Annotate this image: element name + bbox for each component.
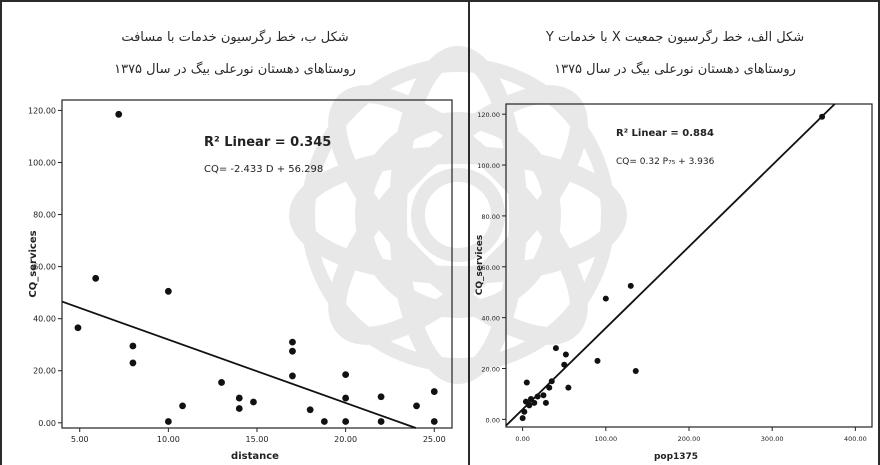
- y-tick-label: 60.00: [481, 264, 500, 272]
- regression-line: [505, 103, 836, 427]
- data-point: [74, 324, 82, 332]
- y-tick-label: 80.00: [481, 213, 500, 221]
- data-point: [413, 402, 420, 410]
- data-point: [602, 295, 609, 302]
- data-point: [542, 399, 549, 406]
- data-point: [164, 418, 172, 425]
- data-point: [289, 338, 296, 346]
- y-tick-label: 40.00: [33, 315, 56, 324]
- equation-annotation: CQ= 0.32 P₇₅ + 3.936: [616, 157, 715, 167]
- data-point: [320, 418, 328, 425]
- data-point: [129, 342, 137, 350]
- r2-annotation: R² Linear = 0.884: [616, 128, 714, 139]
- data-point: [519, 415, 526, 422]
- x-tick-label: 25.00: [423, 435, 446, 444]
- data-point: [552, 345, 559, 352]
- y-axis-label: CQ_services: [28, 230, 39, 297]
- data-point: [235, 405, 243, 412]
- data-point: [235, 394, 243, 402]
- data-point: [250, 398, 257, 406]
- x-tick-label: 10.00: [157, 435, 180, 444]
- y-tick-label: 0.00: [486, 416, 500, 424]
- y-tick-label: 60.00: [33, 263, 56, 272]
- figure-b-panel: شکل ب، خط رگرسیون خدمات با مسافت روستاها…: [28, 30, 453, 462]
- x-tick-label: 200.00: [678, 435, 701, 443]
- data-point: [562, 351, 569, 358]
- y-tick-label: 120.00: [477, 111, 500, 119]
- data-point: [377, 393, 385, 401]
- x-tick-label: 20.00: [334, 435, 357, 444]
- data-point: [342, 394, 350, 402]
- data-point: [546, 384, 553, 391]
- x-tick-label: 5.00: [71, 435, 89, 444]
- data-point: [526, 402, 533, 409]
- x-tick-label: 300.00: [761, 435, 784, 443]
- x-tick-label: 400.00: [844, 435, 867, 443]
- r2-annotation: R² Linear = 0.345: [204, 135, 331, 150]
- x-tick-label: 0.00: [515, 435, 529, 443]
- data-point: [342, 371, 350, 379]
- frame-left: [0, 0, 2, 465]
- data-point: [534, 393, 541, 400]
- x-tick-label: 100.00: [594, 435, 617, 443]
- data-point: [561, 361, 568, 368]
- data-point: [565, 384, 572, 391]
- data-point: [179, 402, 186, 410]
- y-tick-label: 40.00: [481, 315, 500, 323]
- data-point: [164, 287, 172, 295]
- y-tick-label: 80.00: [33, 211, 56, 220]
- figure-a-panel: شکل الف، خط رگرسیون جمعیت X با خدمات Y ر…: [470, 0, 880, 465]
- data-point: [819, 113, 826, 120]
- y-axis-label: CQ_services: [475, 235, 485, 295]
- data-point: [632, 368, 639, 375]
- x-tick-label: 15.00: [246, 435, 269, 444]
- distance-scatter-chart: CQ_services distance R² Linear = 0.345 C…: [28, 99, 453, 462]
- frame-divider: [468, 0, 470, 465]
- data-point: [115, 110, 123, 118]
- data-point: [92, 274, 100, 282]
- data-point: [377, 418, 385, 425]
- data-point: [531, 399, 538, 406]
- data-point: [430, 418, 438, 425]
- y-tick-label: 0.00: [38, 419, 56, 428]
- data-point: [523, 379, 530, 386]
- data-point: [540, 392, 547, 399]
- frame-top: [0, 0, 880, 2]
- figure-a-caption-line1: شکل الف، خط رگرسیون جمعیت X با خدمات Y: [545, 30, 805, 45]
- figure-b-caption-line2: روستاهای دهستان نورعلی بیگ در سال ۱۳۷۵: [114, 62, 356, 77]
- data-point: [594, 357, 601, 364]
- data-point: [218, 379, 225, 386]
- x-axis-label: pop1375: [654, 452, 698, 462]
- equation-annotation: CQ= -2.433 D + 56.298: [204, 164, 323, 175]
- data-point: [306, 406, 314, 414]
- y-tick-label: 20.00: [481, 366, 500, 374]
- data-point: [430, 388, 438, 395]
- data-point: [289, 372, 296, 380]
- x-axis-label: distance: [231, 451, 279, 462]
- data-point: [627, 282, 634, 289]
- data-point: [548, 378, 555, 385]
- figure-a-caption-line2: روستاهای دهستان نورعلی بیگ در سال ۱۳۷۵: [554, 62, 796, 77]
- frame-right: [878, 0, 880, 465]
- y-tick-label: 20.00: [33, 367, 56, 376]
- regression-line: [61, 300, 417, 429]
- figure-b-caption-line1: شکل ب، خط رگرسیون خدمات با مسافت: [121, 30, 349, 45]
- y-tick-label: 100.00: [28, 158, 56, 167]
- y-tick-label: 100.00: [477, 162, 500, 170]
- y-tick-label: 120.00: [28, 106, 56, 115]
- data-point: [342, 418, 350, 425]
- population-scatter-chart: CQ_services pop1375 R² Linear = 0.884 CQ…: [475, 103, 873, 462]
- plot-frame: [505, 103, 873, 428]
- data-point: [289, 347, 296, 355]
- data-point: [521, 408, 528, 415]
- data-point: [129, 359, 137, 367]
